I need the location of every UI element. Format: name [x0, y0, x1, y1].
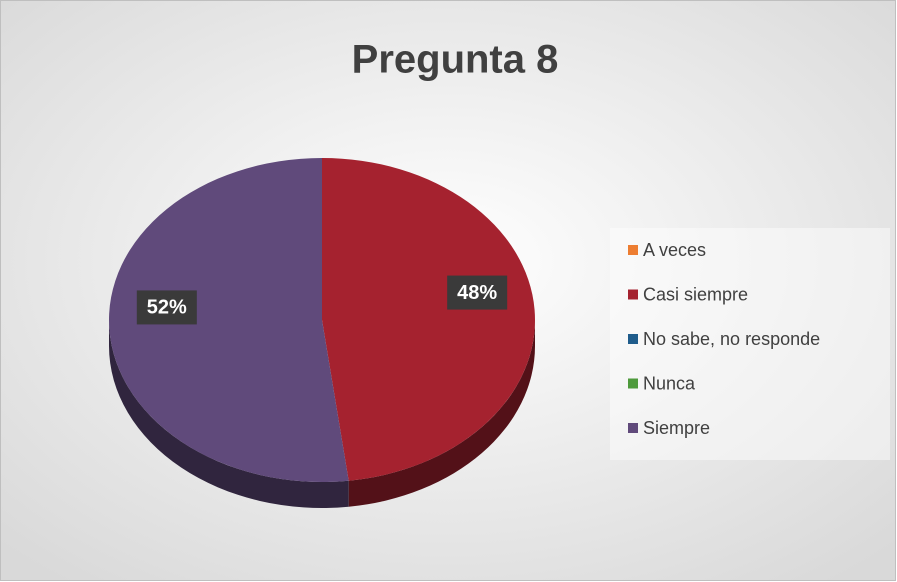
legend-swatch	[628, 334, 638, 344]
legend-swatch	[628, 245, 638, 255]
legend-label: A veces	[643, 240, 706, 260]
data-label-text: 52%	[147, 297, 187, 319]
slice-side	[348, 320, 535, 507]
slice	[322, 157, 536, 481]
legend-label: No sabe, no responde	[643, 329, 820, 349]
slice	[109, 158, 349, 482]
legend-swatch	[628, 289, 638, 300]
legend-label: Siempre	[643, 418, 710, 438]
data-label: 52%	[136, 290, 197, 325]
chart-title: Pregunta 8	[352, 38, 559, 82]
data-label-box	[447, 275, 508, 310]
legend-label: Nunca	[643, 373, 696, 393]
legend-box	[610, 228, 890, 460]
legend-swatch	[628, 423, 638, 433]
data-label: 48%	[447, 275, 508, 310]
legend-swatch	[628, 378, 638, 389]
data-label-text: 48%	[457, 282, 497, 304]
data-label-box	[136, 290, 197, 325]
slice-side	[109, 320, 349, 509]
legend-label: Casi siempre	[643, 284, 748, 304]
